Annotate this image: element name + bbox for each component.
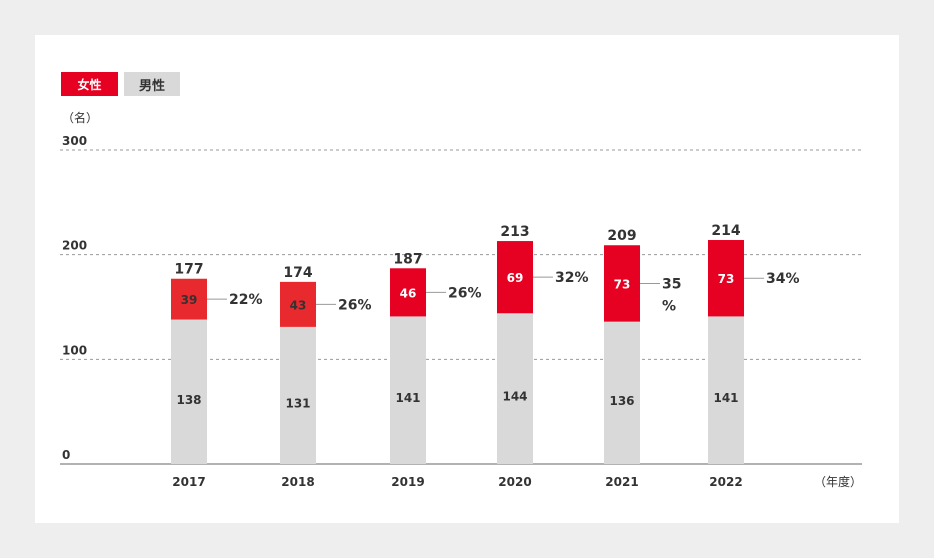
bar-male-2017	[171, 319, 207, 464]
female-ratio-label: 26%	[448, 285, 482, 301]
bar-male-2018	[280, 326, 316, 464]
bar-male-2022	[708, 316, 744, 464]
total-value-label: 174	[283, 265, 312, 281]
bar-female-2018	[280, 281, 316, 327]
male-value-label: 136	[609, 394, 634, 408]
bar-female-2021	[604, 245, 640, 322]
total-value-label: 214	[711, 223, 740, 239]
x-tick-label: 2020	[498, 475, 531, 489]
y-axis-unit-label: （名）	[62, 110, 98, 125]
y-tick-label: 100	[62, 343, 87, 357]
total-value-label: 209	[607, 228, 636, 244]
legend-male: 男性	[124, 72, 180, 96]
bar-female-2022	[708, 240, 744, 317]
x-tick-label: 2017	[172, 475, 205, 489]
female-value-label: 43	[290, 298, 307, 312]
x-tick-label: 2019	[391, 475, 424, 489]
total-value-label: 213	[500, 224, 529, 240]
x-tick-label: 2018	[281, 475, 314, 489]
total-value-label: 177	[174, 262, 203, 278]
legend-female: 女性	[61, 72, 118, 96]
bar-male-2021	[604, 321, 640, 464]
x-tick-label: 2021	[605, 475, 638, 489]
bar-female-2017	[171, 278, 207, 320]
total-value-label: 187	[393, 251, 422, 267]
female-value-label: 73	[614, 277, 631, 291]
x-tick-label: 2022	[709, 475, 742, 489]
male-value-label: 144	[502, 390, 527, 404]
male-value-label: 141	[395, 391, 420, 405]
female-ratio-label: 34%	[766, 271, 800, 287]
legend-male-label: 男性	[138, 78, 165, 94]
x-axis-unit-label: （年度）	[814, 474, 862, 489]
male-value-label: 138	[176, 393, 201, 407]
male-value-label: 131	[285, 396, 310, 410]
y-tick-label: 300	[62, 134, 87, 148]
female-value-label: 39	[181, 293, 198, 307]
female-ratio-label: 22%	[229, 292, 263, 308]
y-tick-label: 0	[62, 448, 70, 462]
legend-female-label: 女性	[77, 77, 102, 92]
female-value-label: 69	[507, 271, 524, 285]
female-value-label: 46	[400, 286, 417, 300]
male-value-label: 141	[713, 391, 738, 405]
female-ratio-label: 35%	[662, 276, 681, 314]
bar-male-2020	[497, 313, 533, 464]
female-value-label: 73	[718, 272, 735, 286]
female-ratio-label: 32%	[555, 270, 589, 286]
bar-female-2020	[497, 241, 533, 314]
bar-male-2019	[390, 316, 426, 464]
female-ratio-label: 26%	[338, 297, 372, 313]
y-tick-label: 200	[62, 239, 87, 253]
bar-female-2019	[390, 268, 426, 317]
